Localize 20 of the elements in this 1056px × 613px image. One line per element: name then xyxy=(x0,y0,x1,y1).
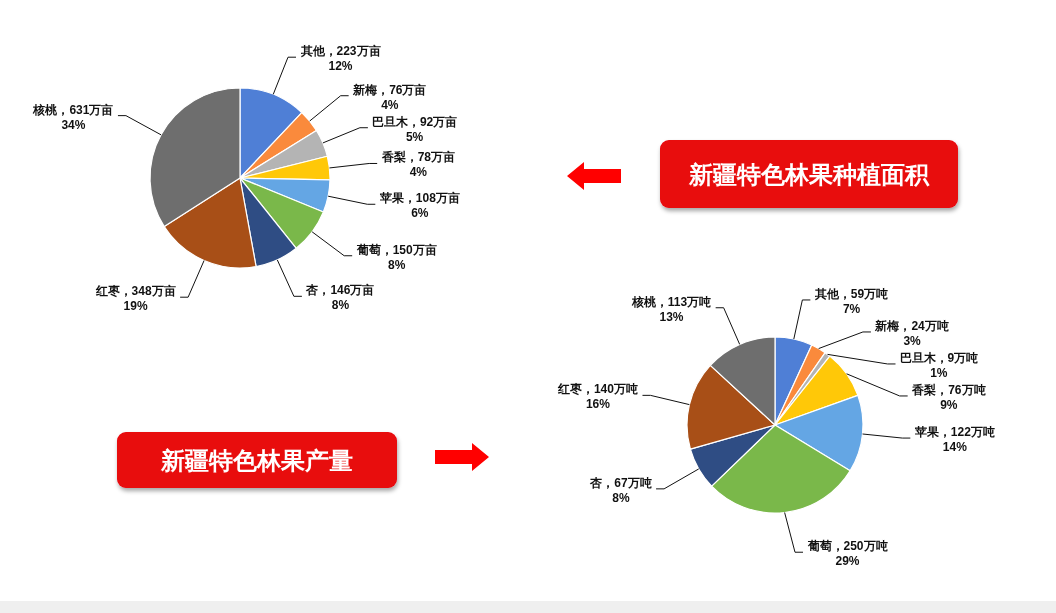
data-label: 巴旦木，92万亩 5% xyxy=(371,114,458,144)
data-label: 核桃，113万吨 13% xyxy=(631,294,712,324)
data-label: 核桃，631万亩 34% xyxy=(33,102,114,132)
title: 新疆特色林果产量 xyxy=(161,446,353,474)
data-label: 新梅，24万吨 3% xyxy=(875,318,949,348)
title: 新疆特色林果种植面积 xyxy=(689,160,929,188)
data-label: 葡萄，150万亩 8% xyxy=(356,242,437,272)
data-label: 其他，59万吨 7% xyxy=(814,286,889,316)
data-label: 红枣，348万亩 19% xyxy=(95,284,176,314)
data-label: 红枣，140万吨 16% xyxy=(557,382,638,412)
data-label: 新梅，76万亩 4% xyxy=(353,82,427,112)
data-label: 巴旦木，9万吨 1% xyxy=(899,350,979,380)
data-label: 香梨，76万吨 9% xyxy=(912,382,986,412)
data-label: 苹果，108万亩 6% xyxy=(379,191,460,221)
data-label: 杏，146万亩 8% xyxy=(306,283,375,313)
data-label: 葡萄，250万吨 29% xyxy=(807,539,888,569)
data-label: 杏，67万吨 8% xyxy=(590,475,652,505)
data-label: 其他，223万亩 12% xyxy=(300,44,381,74)
data-label: 香梨，78万亩 4% xyxy=(381,150,456,180)
data-label: 苹果，122万吨 14% xyxy=(914,425,995,455)
